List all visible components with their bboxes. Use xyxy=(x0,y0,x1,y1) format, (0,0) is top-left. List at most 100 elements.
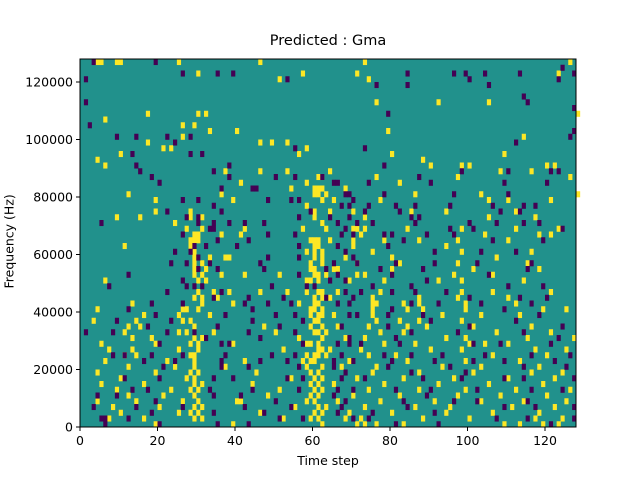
heatmap-cell-positive xyxy=(343,415,348,422)
heatmap-cell-positive xyxy=(300,358,306,365)
heatmap-cell-positive xyxy=(304,352,309,359)
heatmap-cell-positive xyxy=(436,99,441,106)
heatmap-cell-positive xyxy=(343,254,348,261)
heatmap-cell-positive xyxy=(312,409,317,416)
heatmap-cell-positive xyxy=(196,289,201,296)
heatmap-cell-negative xyxy=(343,248,348,255)
heatmap-cell-positive xyxy=(312,208,317,215)
heatmap-cell-negative xyxy=(293,329,298,336)
heatmap-cell-positive xyxy=(312,271,317,278)
heatmap-cell-positive xyxy=(390,266,395,273)
heatmap-cell-negative xyxy=(351,294,356,301)
heatmap-cell-negative xyxy=(506,283,511,290)
heatmap-cell-negative xyxy=(475,398,480,405)
heatmap-cell-negative xyxy=(192,283,197,290)
heatmap-cell-positive xyxy=(300,225,306,232)
heatmap-cell-positive xyxy=(304,363,309,370)
heatmap-cell-negative xyxy=(413,289,418,296)
heatmap-cell-negative xyxy=(471,358,476,365)
heatmap-cell-positive xyxy=(355,271,360,278)
heatmap-cell-negative xyxy=(548,340,554,347)
heatmap-cell-positive xyxy=(238,398,244,405)
heatmap-cell-positive xyxy=(192,392,197,399)
heatmap-cell-negative xyxy=(219,358,224,365)
heatmap-cell-negative xyxy=(432,358,437,365)
heatmap-cell-negative xyxy=(331,363,337,370)
heatmap-cell-positive xyxy=(320,185,325,192)
heatmap-cell-negative xyxy=(498,208,503,215)
heatmap-cell-negative xyxy=(145,323,151,330)
heatmap-cell-negative xyxy=(157,421,162,428)
heatmap-cell-positive xyxy=(250,381,255,388)
heatmap-cell-positive xyxy=(537,363,542,370)
heatmap-cell-negative xyxy=(455,329,461,336)
heatmap-cell-positive xyxy=(316,404,321,411)
heatmap-cell-positive xyxy=(196,386,201,393)
heatmap-cell-positive xyxy=(312,352,317,359)
heatmap-cell-negative xyxy=(262,220,267,227)
heatmap-cell-negative xyxy=(293,352,298,359)
heatmap-cell-negative xyxy=(475,386,480,393)
heatmap-cell-positive xyxy=(324,191,329,198)
heatmap-cell-negative xyxy=(537,312,542,319)
heatmap-cell-positive xyxy=(328,168,333,175)
heatmap-cell-negative xyxy=(572,128,577,135)
plot-frame xyxy=(79,58,577,428)
heatmap-cell-positive xyxy=(184,375,189,382)
heatmap-cell-negative xyxy=(289,404,294,411)
heatmap-cell-positive xyxy=(145,110,151,117)
heatmap-cell-positive xyxy=(312,398,317,405)
heatmap-cell-positive xyxy=(537,409,542,416)
heatmap-cell-positive xyxy=(386,128,391,135)
heatmap-cell-positive xyxy=(103,277,108,284)
heatmap-cell-negative xyxy=(165,289,170,296)
heatmap-cell-negative xyxy=(525,398,530,405)
heatmap-cell-positive xyxy=(548,329,554,336)
heatmap-cell-positive xyxy=(297,335,302,342)
heatmap-cell-positive xyxy=(157,404,162,411)
heatmap-cell-negative xyxy=(293,231,298,238)
heatmap-cell-negative xyxy=(196,254,201,261)
heatmap-cell-positive xyxy=(486,381,492,388)
heatmap-cell-negative xyxy=(297,386,302,393)
heatmap-cell-positive xyxy=(138,323,143,330)
heatmap-cell-positive xyxy=(541,421,546,428)
heatmap-cell-negative xyxy=(560,386,565,393)
heatmap-cell-positive xyxy=(320,306,325,313)
heatmap-cell-positive xyxy=(401,421,406,428)
heatmap-cell-positive xyxy=(471,266,476,273)
heatmap-cell-negative xyxy=(347,340,352,347)
heatmap-cell-positive xyxy=(382,340,387,347)
heatmap-cell-negative xyxy=(506,191,511,198)
heatmap-cell-positive xyxy=(184,225,189,232)
heatmap-cell-positive xyxy=(529,168,534,175)
heatmap-cell-positive xyxy=(463,306,468,313)
heatmap-cell-negative xyxy=(521,363,526,370)
heatmap-cell-positive xyxy=(320,323,325,330)
heatmap-cell-positive xyxy=(312,358,317,365)
heatmap-cell-positive xyxy=(312,294,317,301)
heatmap-cell-positive xyxy=(316,329,321,336)
heatmap-cell-positive xyxy=(223,254,228,261)
heatmap-cell-positive xyxy=(114,214,120,221)
heatmap-cell-positive xyxy=(552,404,557,411)
heatmap-cell-negative xyxy=(328,214,333,221)
heatmap-cell-negative xyxy=(568,352,573,359)
heatmap-cell-positive xyxy=(277,76,282,83)
heatmap-cell-negative xyxy=(184,260,189,267)
heatmap-cell-positive xyxy=(533,214,538,221)
heatmap-cell-negative xyxy=(328,277,333,284)
heatmap-cell-negative xyxy=(219,363,224,370)
heatmap-cell-positive xyxy=(196,369,201,376)
heatmap-cell-positive xyxy=(231,421,236,428)
heatmap-cell-negative xyxy=(339,352,344,359)
heatmap-cell-positive xyxy=(107,415,112,422)
heatmap-cell-negative xyxy=(405,404,410,411)
heatmap-cell-negative xyxy=(149,352,154,359)
heatmap-cell-positive xyxy=(390,254,395,261)
heatmap-cell-positive xyxy=(176,346,182,353)
x-axis-label: Time step xyxy=(297,453,359,468)
heatmap-cell-positive xyxy=(312,185,317,192)
heatmap-cell-negative xyxy=(207,225,213,232)
heatmap-cell-negative xyxy=(366,179,371,186)
